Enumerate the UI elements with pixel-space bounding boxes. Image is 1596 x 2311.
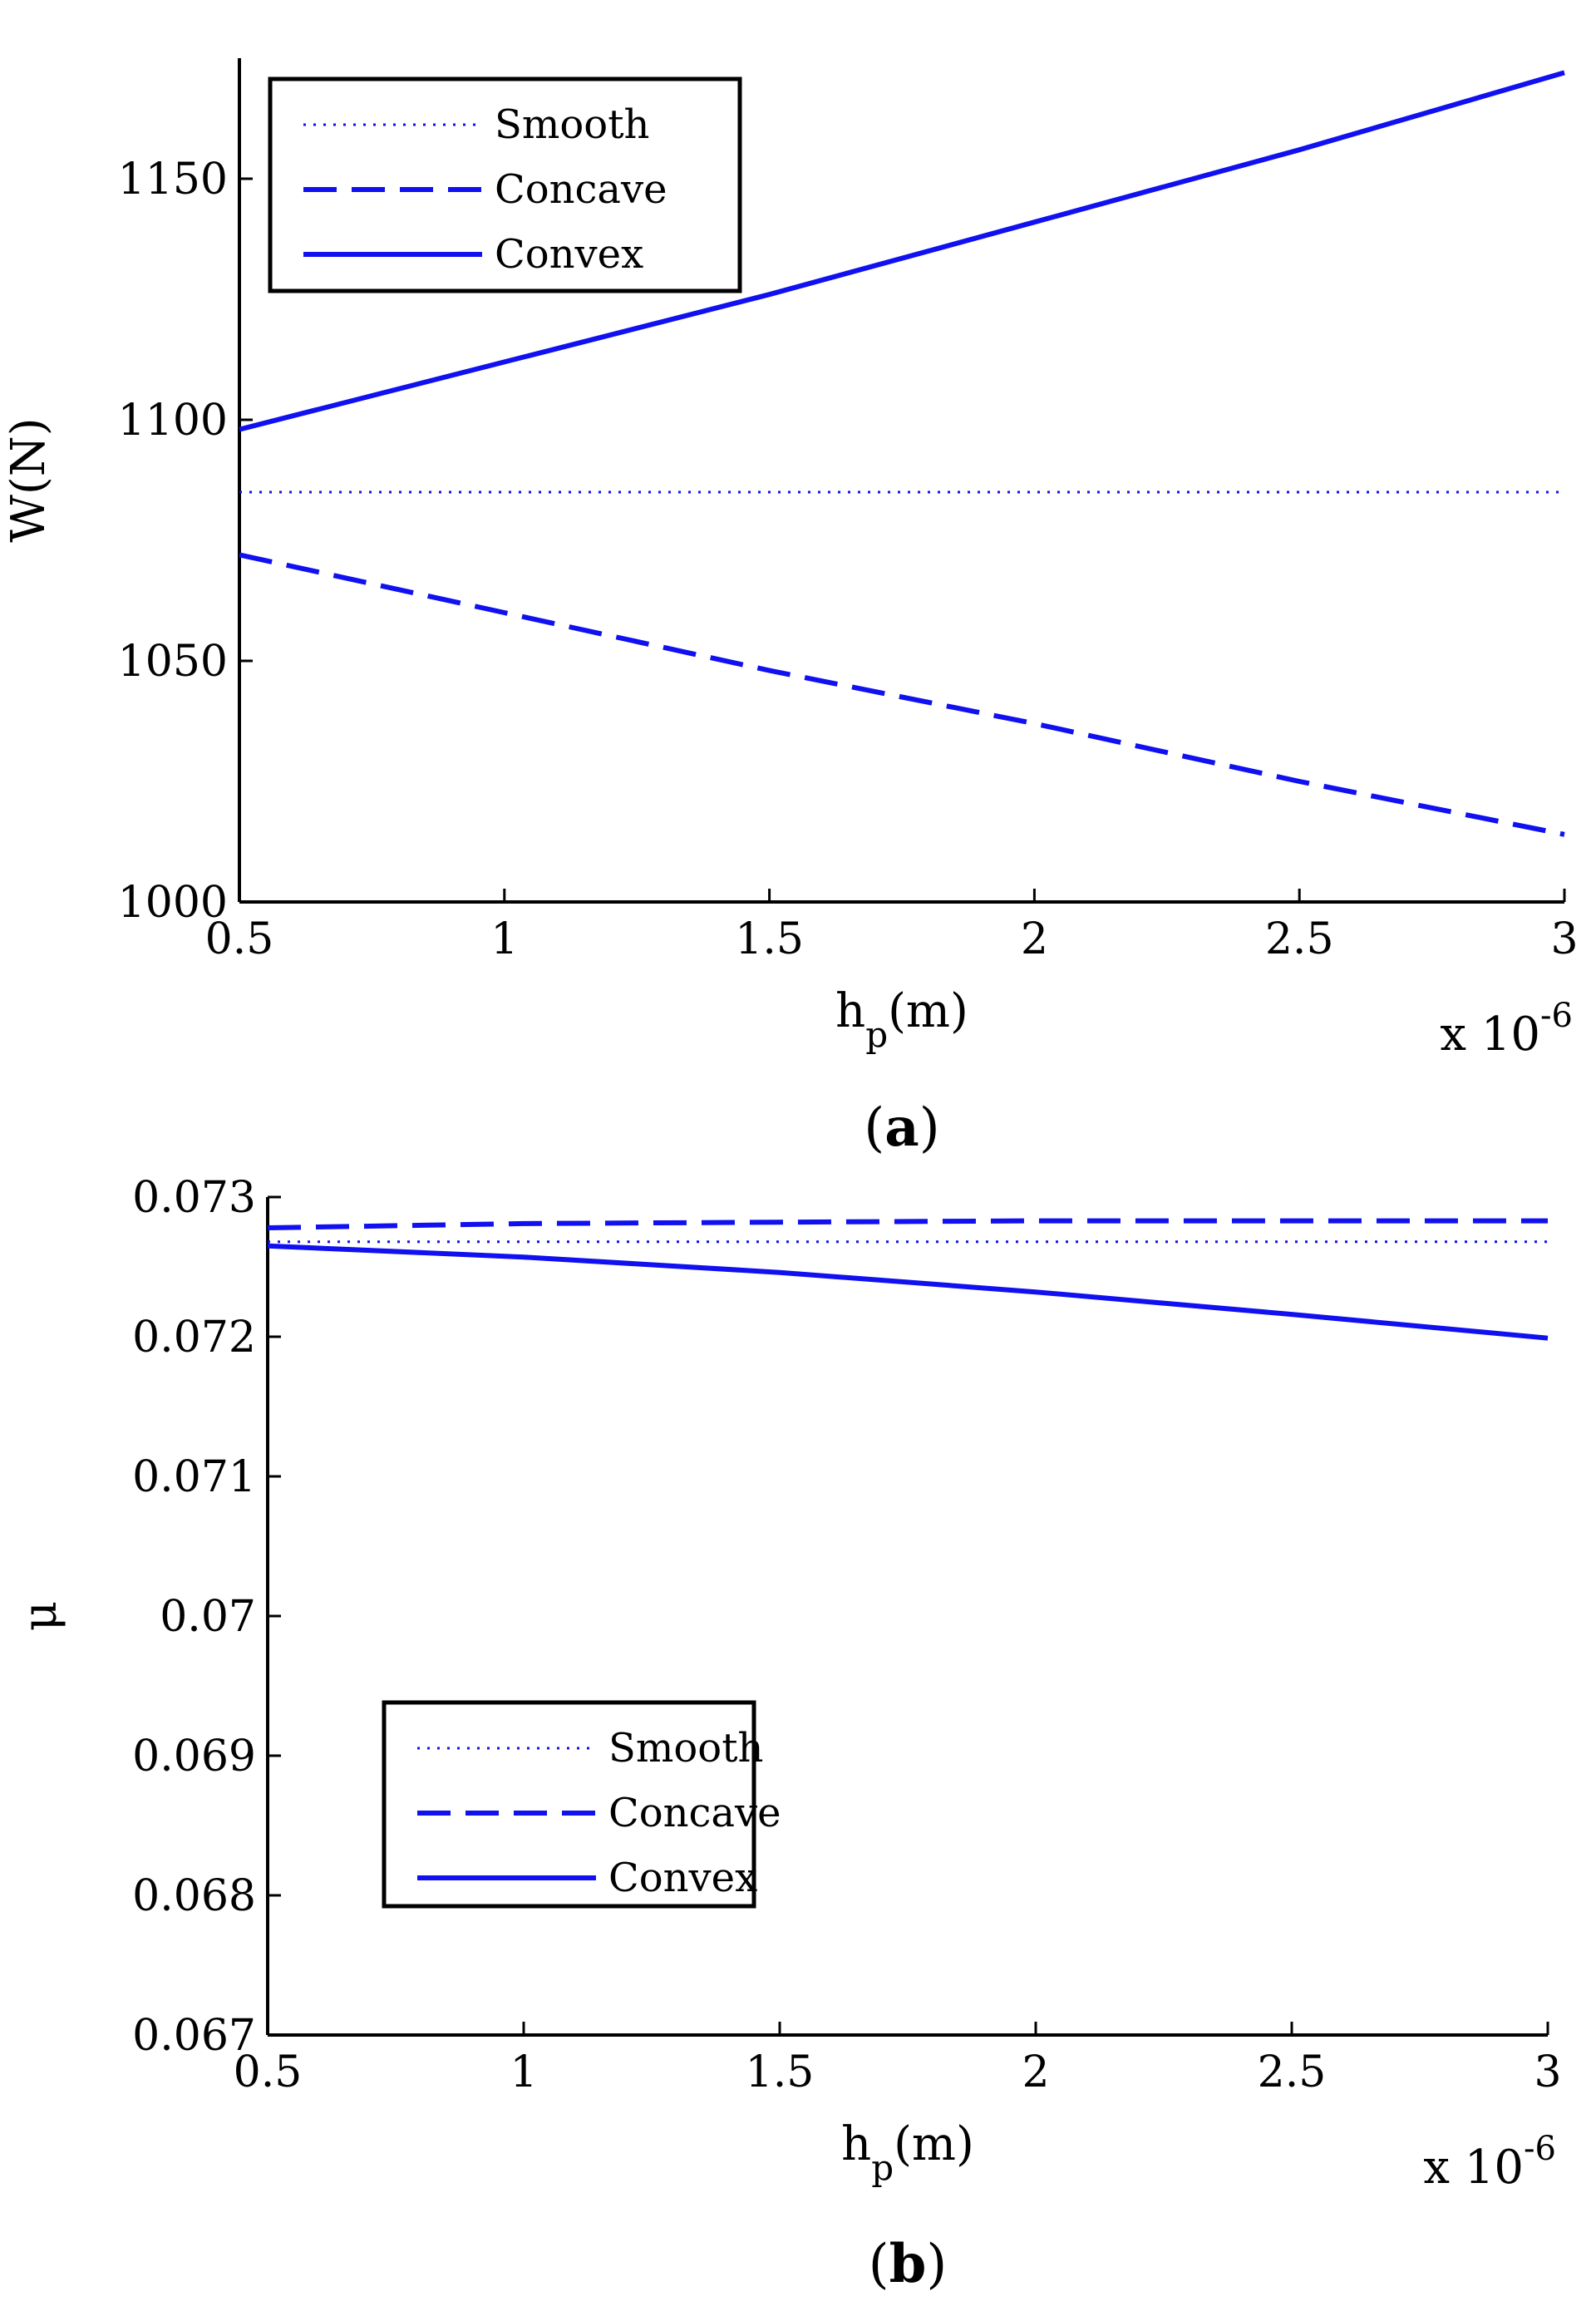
legend-box bbox=[382, 1700, 756, 1909]
x-axis-multiplier: x 10-6 bbox=[1423, 2130, 1556, 2195]
series-line-concave bbox=[239, 552, 1565, 837]
x-axis-label-subscript: p bbox=[865, 1014, 888, 1055]
x-axis-label-main: h bbox=[841, 2117, 871, 2171]
y-tick-label: 1050 bbox=[118, 637, 228, 687]
x-tick-label: 2.5 bbox=[1265, 914, 1334, 964]
x-axis-label: hp(m) bbox=[841, 2117, 974, 2188]
series-line-convex bbox=[239, 70, 1565, 432]
legend-label-concave: Concave bbox=[608, 1790, 781, 1836]
x-axis-multiplier-base: x 10 bbox=[1423, 2141, 1524, 2195]
y-axis-label: μ bbox=[13, 1601, 67, 1631]
y-axis-label: W(N) bbox=[2, 417, 56, 542]
panel-label: (a) bbox=[864, 1096, 939, 1159]
x-tick-label: 0.5 bbox=[234, 2047, 303, 2097]
x-tick-label: 3 bbox=[1534, 2047, 1561, 2097]
x-axis-multiplier-exponent: -6 bbox=[1524, 2130, 1556, 2168]
x-tick-label: 1.5 bbox=[735, 914, 804, 964]
x-tick-label: 2 bbox=[1022, 2047, 1049, 2097]
x-axis-label-subscript: p bbox=[871, 2147, 894, 2188]
x-tick-label: 0.5 bbox=[205, 914, 274, 964]
y-tick-label: 0.071 bbox=[132, 1452, 256, 1502]
panel-label-close-paren: ) bbox=[926, 2234, 947, 2295]
x-axis-multiplier: x 10-6 bbox=[1440, 997, 1573, 1062]
legend-label-smooth: Smooth bbox=[608, 1725, 763, 1771]
x-tick-label: 1 bbox=[490, 914, 518, 964]
x-axis-label-unit: (m) bbox=[888, 984, 968, 1038]
panel-label-letter: a bbox=[884, 1096, 919, 1159]
x-tick-label: 1 bbox=[510, 2047, 537, 2097]
legend-label-convex: Convex bbox=[495, 231, 643, 278]
x-axis-multiplier-exponent: -6 bbox=[1540, 997, 1573, 1035]
x-tick-label: 2 bbox=[1021, 914, 1048, 964]
x-axis-label-main: h bbox=[835, 984, 865, 1038]
y-tick-label: 1150 bbox=[118, 155, 228, 204]
panel-label: (b) bbox=[869, 2233, 948, 2295]
y-tick-label: 0.069 bbox=[132, 1732, 256, 1781]
legend-label-convex: Convex bbox=[608, 1855, 757, 1901]
y-tick-label: 0.07 bbox=[160, 1592, 256, 1642]
series-line-convex bbox=[267, 1243, 1549, 1341]
chart-panel-a: 0.5 1 1.5 2 2.5 3 1000 1050 1100 1150 hp(m) x 10-6 W… bbox=[2, 58, 1579, 1159]
legend-box bbox=[268, 76, 742, 293]
x-tick-label: 2.5 bbox=[1258, 2047, 1327, 2097]
x-axis-multiplier-base: x 10 bbox=[1440, 1008, 1540, 1062]
y-tick-label: 1100 bbox=[118, 396, 228, 446]
panel-label-open-paren: ( bbox=[864, 1097, 884, 1159]
x-axis-label: hp(m) bbox=[835, 984, 968, 1055]
series-line-concave bbox=[267, 1218, 1548, 1230]
x-tick-label: 3 bbox=[1550, 914, 1578, 964]
y-tick-label: 0.072 bbox=[132, 1313, 256, 1362]
y-tick-label: 1000 bbox=[118, 878, 228, 928]
chart-panel-b: 0.5 1 1.5 2 2.5 3 0.067 0.068 0.069 0.07 0.071 0.07… bbox=[13, 1173, 1562, 2295]
y-tick-label: 0.068 bbox=[132, 1871, 256, 1921]
panel-label-close-paren: ) bbox=[919, 1097, 940, 1159]
legend-label-smooth: Smooth bbox=[495, 101, 649, 148]
x-tick-label: 1.5 bbox=[746, 2047, 815, 2097]
panel-label-letter: b bbox=[889, 2233, 927, 2295]
panel-label-open-paren: ( bbox=[869, 2234, 889, 2295]
x-axis-label-unit: (m) bbox=[894, 2117, 974, 2171]
y-tick-label: 0.067 bbox=[132, 2011, 256, 2061]
legend-label-concave: Concave bbox=[495, 166, 667, 213]
y-tick-label: 0.073 bbox=[132, 1173, 256, 1223]
